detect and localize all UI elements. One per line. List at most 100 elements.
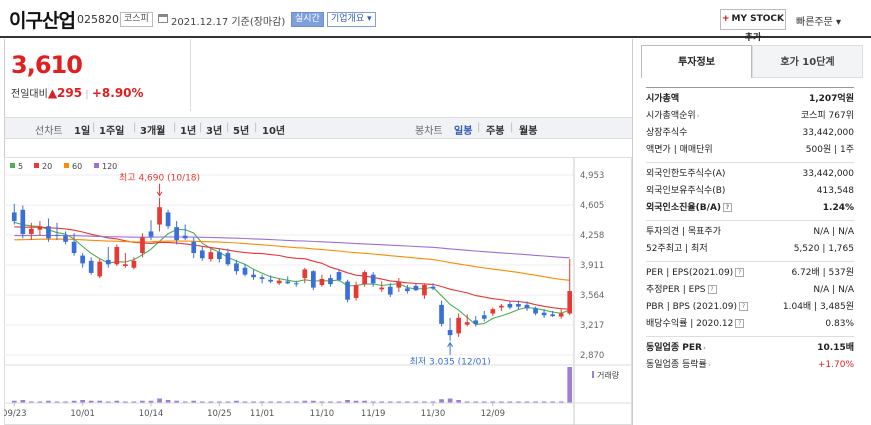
tab-1d[interactable]: 1일 [74, 126, 91, 137]
info-section: 외국인한도주식수(A) 33,442,000 외국인보유주식수(B) 413,548 외… [646, 162, 854, 220]
tab-10y[interactable]: 10년 [262, 126, 286, 137]
info-value: 6.72배 | 537원 [791, 268, 854, 278]
add-mystock-label: MY STOCK 추가 [731, 14, 784, 43]
low-annotation: 최저 3,035 (12/01) [410, 357, 491, 368]
volume-bar [293, 401, 299, 403]
tab-3m[interactable]: 3개월 [140, 126, 166, 137]
volume-bar [447, 398, 453, 403]
volume-bar [276, 401, 282, 403]
candle-body [174, 227, 179, 241]
candle-body [293, 283, 299, 285]
volume-bar [311, 400, 316, 403]
candle-body [131, 260, 137, 268]
chevron-right-icon[interactable]: › [707, 361, 711, 369]
info-value: 500원 | 1주 [805, 145, 854, 155]
candle-body [499, 305, 504, 308]
divider: | [477, 122, 481, 133]
volume-bar [29, 401, 34, 403]
help-icon[interactable]: ? [735, 268, 745, 277]
volume-bar [157, 398, 162, 403]
candle-body [387, 286, 393, 295]
candlestick-chart[interactable]: 5 20 60 120 4,953 4,605 4,258 3,911 3,564 3,217 2,… [4, 157, 632, 425]
volume-bar [499, 401, 504, 403]
legend-swatch [94, 163, 99, 168]
candle-body [464, 322, 470, 325]
tab-invest-info[interactable]: 투자정보 [641, 45, 752, 78]
ma-line-20 [14, 226, 570, 310]
divider: | [510, 122, 514, 133]
candle-body [259, 277, 265, 279]
info-key-text: 동일업종 등락률 [646, 360, 707, 370]
quick-order-label: 빠른주문 [796, 17, 833, 28]
volume-bar [182, 401, 188, 403]
candle-body [182, 235, 188, 239]
info-row: 52주최고 | 최저 5,520 | 1,765 [646, 241, 854, 258]
tab-5y[interactable]: 5년 [233, 126, 250, 137]
info-value: 10.15배 [817, 343, 854, 353]
invest-info-table: 시가총액 1,207억원 시가총액순위› 코스피 767위 상장주식수 33,442,00… [646, 87, 854, 377]
info-key-text: 외국인보유주식수(B) [646, 186, 726, 196]
calendar-icon [158, 14, 168, 23]
info-section: PER | EPS(2021.09)? 6.72배 | 537원 추정PER | E… [646, 261, 854, 336]
add-mystock-button[interactable]: + MY STOCK 추가 [720, 9, 786, 43]
candle-body [533, 308, 538, 314]
candle-body [37, 226, 43, 230]
info-value: +1.70% [817, 360, 854, 370]
realtime-badge[interactable]: 실시간 [291, 12, 324, 27]
info-key-text: 투자의견 | 목표주가 [646, 227, 721, 237]
candle-body [311, 271, 316, 288]
help-icon[interactable]: ? [723, 203, 733, 212]
candle-body [328, 278, 333, 285]
info-key-text: 동일업종 PER [646, 343, 702, 353]
quick-order-button[interactable]: 빠른주문 ▾ [796, 13, 841, 28]
volume-bar [174, 400, 179, 403]
info-value: 1.04배 | 3,485원 [782, 302, 854, 312]
high-arrow-icon [156, 191, 163, 197]
tab-monthly[interactable]: 월봉 [519, 126, 538, 137]
candle-body [217, 252, 222, 260]
candle-body [97, 261, 103, 277]
chevron-right-icon[interactable]: › [702, 344, 706, 352]
tab-1w[interactable]: 1주일 [99, 126, 125, 137]
info-row: PER | EPS(2021.09)? 6.72배 | 537원 [646, 265, 854, 282]
volume-bar [234, 400, 239, 403]
help-icon[interactable]: ? [735, 319, 745, 328]
volume-bar [97, 400, 103, 403]
info-key-text: 외국인소진율(B/A) [646, 203, 722, 213]
candle-body [276, 280, 282, 284]
candle-body [251, 274, 256, 278]
divider: | [226, 122, 230, 133]
tab-order-book[interactable]: 호가 10단계 [752, 45, 863, 78]
candle-body [379, 287, 385, 290]
candle-body [430, 286, 436, 289]
divider: | [199, 122, 203, 133]
volume-bar [456, 400, 461, 403]
volume-bar [524, 401, 530, 403]
ma-line-120 [14, 234, 570, 259]
tab-3y[interactable]: 3년 [206, 126, 223, 137]
volume-bar [140, 400, 145, 403]
volume-bar [302, 400, 308, 403]
tab-weekly[interactable]: 주봉 [486, 126, 505, 137]
info-key: 시가총액 [646, 91, 679, 108]
volume-bar [105, 401, 111, 403]
info-value: 5,520 | 1,765 [793, 244, 854, 254]
company-overview-dropdown[interactable]: 기업개요 ▾ [327, 12, 376, 27]
stock-code: 025820 [77, 13, 119, 26]
candle-body [268, 279, 273, 282]
candle-body [413, 285, 419, 291]
volume-bar [285, 401, 291, 403]
info-row: 상장주식수 33,442,000 [646, 125, 854, 142]
tab-1y[interactable]: 1년 [180, 126, 197, 137]
chevron-right-icon[interactable]: › [696, 112, 700, 120]
help-icon[interactable]: ? [707, 285, 717, 294]
volume-bar [413, 401, 419, 403]
tab-daily[interactable]: 일봉 [454, 126, 473, 137]
price-box: 3,610 전일대비▲295 | +8.90% [5, 39, 191, 111]
volume-label: 거래량 [597, 370, 620, 380]
volume-bar [114, 400, 120, 403]
candle-body [242, 267, 248, 275]
info-section: 시가총액 1,207억원 시가총액순위› 코스피 767위 상장주식수 33,442,00… [646, 87, 854, 162]
candle-body [225, 253, 231, 265]
help-icon[interactable]: ? [739, 302, 749, 311]
